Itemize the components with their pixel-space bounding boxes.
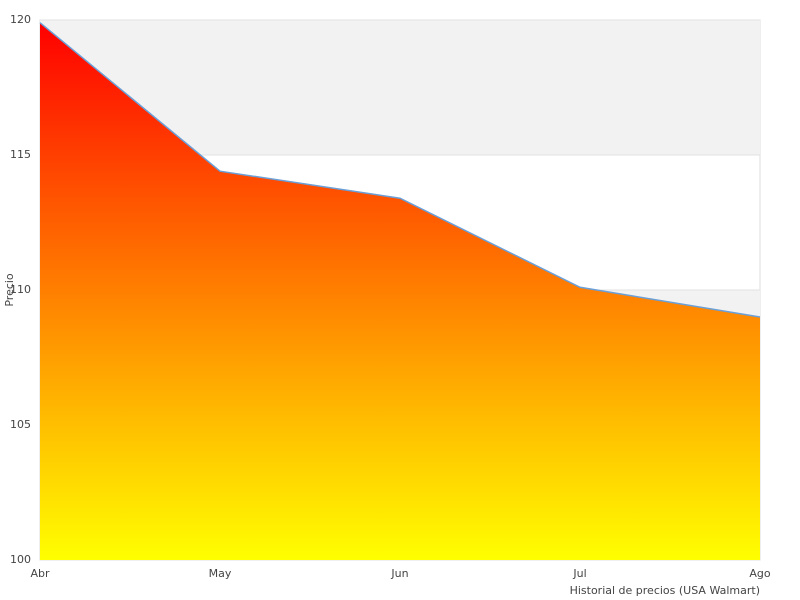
area xyxy=(40,22,760,560)
x-tick-label: May xyxy=(209,567,232,580)
x-tick-label: Jul xyxy=(572,567,586,580)
y-tick-label: 105 xyxy=(10,418,31,431)
y-tick-label: 115 xyxy=(10,148,31,161)
x-tick-label: Abr xyxy=(30,567,50,580)
line xyxy=(39,22,761,318)
x-axis-title: Historial de precios (USA Walmart) xyxy=(570,584,760,597)
x-tick-label: Ago xyxy=(749,567,771,580)
y-tick-label: 120 xyxy=(10,13,31,26)
y-tick-label: 110 xyxy=(10,283,31,296)
x-tick-label: Jun xyxy=(390,567,408,580)
y-axis-title: Precio xyxy=(3,273,16,307)
y-tick-label: 100 xyxy=(10,553,31,566)
